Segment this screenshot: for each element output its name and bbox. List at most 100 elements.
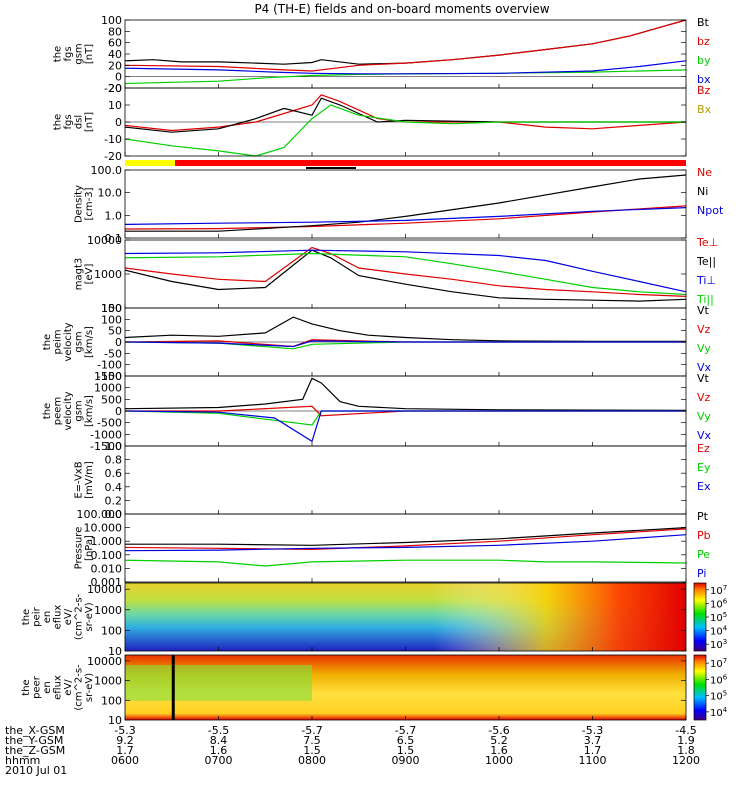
y-tick-label: 0 [115,336,122,349]
y-tick-label: 20 [108,59,122,72]
legend-entry: Npot [697,204,724,217]
x-tick-label: 8.4 [210,734,228,747]
y-tick-label: 0.100 [91,549,123,562]
y-tick-label: -1500 [90,440,122,453]
y-tick-label: 0.2 [105,494,123,507]
y-axis-label: peem [53,397,64,425]
series-line-bz [124,19,687,72]
y-axis-label: gsm [74,400,85,421]
y-axis-label: the [53,114,64,130]
y-axis-label: fgs [63,114,74,129]
x-tick-label: -4.5 [675,724,696,737]
legend-entry: Te⊥ [696,236,718,249]
x-tick-label: 7.5 [303,734,321,747]
colorbar-tick-label: 107 [710,657,727,670]
x-tick-label: 0600 [111,754,139,767]
legend-entry: bz [697,35,710,48]
legend-entry: Vy [697,410,711,423]
x-tick-label: 1.5 [397,744,415,757]
y-axis-label: peir [32,606,43,626]
series-line-Pe [124,559,687,567]
y-tick-label: 100 [101,313,122,326]
y-tick-label: -500 [97,417,122,430]
y-tick-label: 10000 [87,655,122,668]
colorbar-tick-label: 104 [710,625,728,638]
legend-entry: Pb [697,529,711,542]
y-tick-label: 100 [101,302,122,315]
y-tick-label: 0.0 [105,508,123,521]
footer-row-label: the_X-GSM [5,724,65,737]
y-axis-label: gsm [74,43,85,64]
y-tick-label: 40 [108,48,122,61]
y-tick-label: 10000 [87,234,122,247]
y-axis-label: peer [32,675,43,699]
y-axis-label: eflux [53,605,64,630]
colorbar-tick-label: 105 [710,690,727,703]
y-tick-label: 10.0 [98,187,123,200]
legend-entry: Ne [697,166,712,179]
series-line-Te⊥ [124,246,687,297]
y-axis-label: the [53,46,64,62]
mode-bar-yellow [125,160,175,166]
y-axis-label: eflux [53,675,64,700]
y-axis-label: the [42,403,53,419]
legend-entry: Ni [697,185,708,198]
x-tick-label: 1.9 [677,734,695,747]
y-axis-label: [km/s] [84,326,95,358]
y-tick-label: 1000 [94,382,122,395]
spectrogram-gap [171,655,175,720]
series-line-Ti⊥ [124,249,687,293]
legend-entry: Ey [697,461,711,474]
y-tick-label: 100.000 [77,508,123,521]
series-line-Pb [124,528,687,551]
y-tick-label: 100 [101,694,122,707]
series-line-Vx [124,340,686,348]
series-line-Npot [124,207,687,225]
y-tick-label: 0 [115,116,122,129]
series-line-Ti|| [124,252,687,296]
legend-entry: Vz [697,391,711,404]
y-tick-label: 500 [101,393,122,406]
colorbar-tick-label: 105 [710,611,727,624]
x-tick-label: 1.6 [490,744,508,757]
x-tick-label: 3.7 [584,734,602,747]
legend-entry: Te|| [696,255,716,268]
y-axis-label: sr-eV) [84,602,95,631]
y-tick-label: 10.000 [84,522,123,535]
y-tick-label: 10 [108,714,122,727]
y-axis-label: dsl [74,115,85,129]
y-tick-label: 0.010 [91,562,123,575]
colorbar-tick-label: 104 [710,706,728,719]
y-axis-label: E=-VxB [74,461,85,498]
x-tick-label: 0700 [205,754,233,767]
x-tick-label: 6.5 [397,734,415,747]
series-line-Vt [124,377,687,411]
y-tick-label: 0 [115,405,122,418]
x-tick-label: 1.8 [677,744,695,757]
y-tick-label: 1000 [94,268,122,281]
series-line-Te|| [124,249,687,302]
spectrogram-ion-overlay [125,583,686,651]
y-axis-label: the [21,609,32,625]
series-line-Pi [124,534,687,552]
y-axis-label: gsm [74,331,85,352]
y-tick-label: -150 [97,370,122,383]
y-axis-label: (cm^2-s- [74,593,85,640]
y-axis-label: Density [74,185,85,223]
y-tick-label: -50 [104,347,122,360]
y-axis-label: magt3 [74,258,85,291]
y-tick-label: 100.0 [91,164,123,177]
y-axis-label: the [42,334,53,350]
legend-entry: Bx [697,103,712,116]
legend-entry: Vt [697,372,710,385]
y-tick-label: -1000 [90,428,122,441]
chart-title: P4 (TH-E) fields and on-board moments ov… [254,2,549,16]
series-line-Ni [125,174,687,232]
x-tick-label: 1.7 [584,744,602,757]
mode-bar-red [175,160,686,166]
colorbar-tick-label: 107 [710,584,727,597]
colorbar [693,582,707,652]
y-tick-label: 50 [108,325,122,338]
y-axis-label: (cm^2-s- [74,664,85,711]
